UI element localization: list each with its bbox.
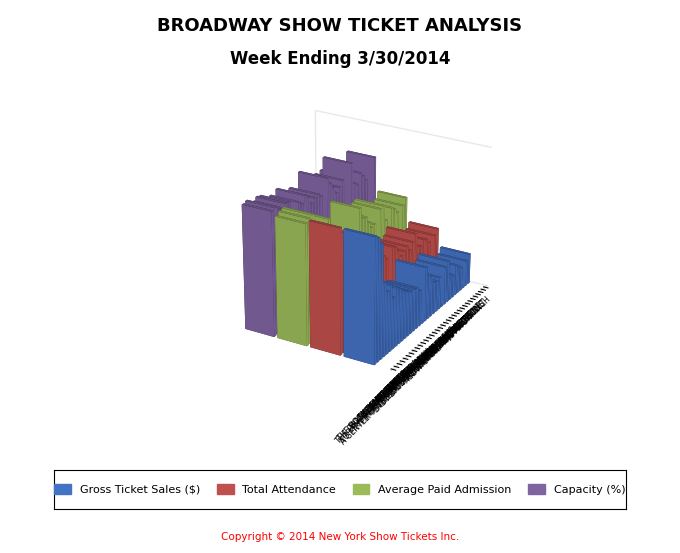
Legend: Gross Ticket Sales ($), Total Attendance, Average Paid Admission, Capacity (%): Gross Ticket Sales ($), Total Attendance… [50, 479, 630, 499]
Text: Week Ending 3/30/2014: Week Ending 3/30/2014 [230, 50, 450, 68]
Text: BROADWAY SHOW TICKET ANALYSIS: BROADWAY SHOW TICKET ANALYSIS [158, 17, 522, 35]
Text: Copyright © 2014 New York Show Tickets Inc.: Copyright © 2014 New York Show Tickets I… [221, 532, 459, 542]
